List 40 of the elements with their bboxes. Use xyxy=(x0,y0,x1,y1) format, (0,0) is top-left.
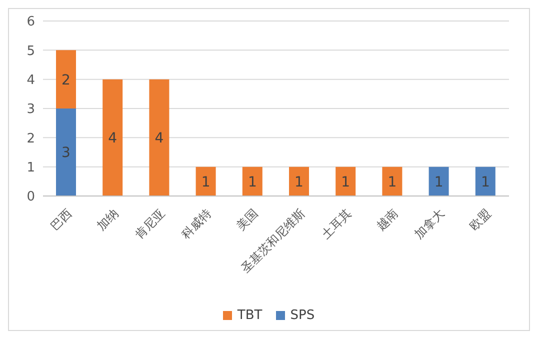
y-tick-label: 5 xyxy=(26,44,35,59)
x-tick-label: 加纳 xyxy=(94,206,122,234)
x-tick-label: 欧盟 xyxy=(466,206,494,234)
bar xyxy=(56,108,76,196)
bar xyxy=(336,166,356,196)
data-label: 1 xyxy=(341,174,350,190)
y-tick-label: 1 xyxy=(26,160,35,176)
bar xyxy=(196,166,216,196)
data-label: 1 xyxy=(480,174,490,190)
data-label: 1 xyxy=(201,174,210,190)
bar xyxy=(382,166,402,196)
x-tick-label: 肯尼亚 xyxy=(132,206,168,242)
bar xyxy=(102,79,123,196)
legend-label: TBT xyxy=(236,308,262,323)
y-tick-label: 3 xyxy=(26,102,35,118)
bar xyxy=(289,166,309,196)
data-label: 1 xyxy=(294,174,304,190)
bar xyxy=(149,79,170,196)
x-tick-label: 加拿大 xyxy=(412,206,448,242)
bar xyxy=(475,166,496,196)
data-label: 1 xyxy=(248,174,257,190)
y-tick-label: 6 xyxy=(26,14,35,30)
data-label: 4 xyxy=(154,130,164,147)
y-tick-label: 4 xyxy=(26,72,35,88)
x-tick-label: 土耳其 xyxy=(318,206,354,242)
bar xyxy=(428,166,449,196)
data-label: 4 xyxy=(108,130,118,147)
y-tick-label: 2 xyxy=(26,131,35,146)
x-tick-label: 科威特 xyxy=(178,206,214,242)
x-tick-label: 越南 xyxy=(374,206,401,234)
legend-label: SPS xyxy=(289,308,315,323)
y-tick-label: 0 xyxy=(26,190,35,205)
bar xyxy=(242,166,262,196)
data-label: 1 xyxy=(434,174,444,190)
x-tick-label: 美国 xyxy=(234,206,261,234)
data-label: 2 xyxy=(62,72,70,88)
bar xyxy=(56,50,76,108)
data-label: 1 xyxy=(388,174,397,190)
data-label: 3 xyxy=(62,145,70,162)
x-tick-label: 巴西 xyxy=(48,206,74,234)
